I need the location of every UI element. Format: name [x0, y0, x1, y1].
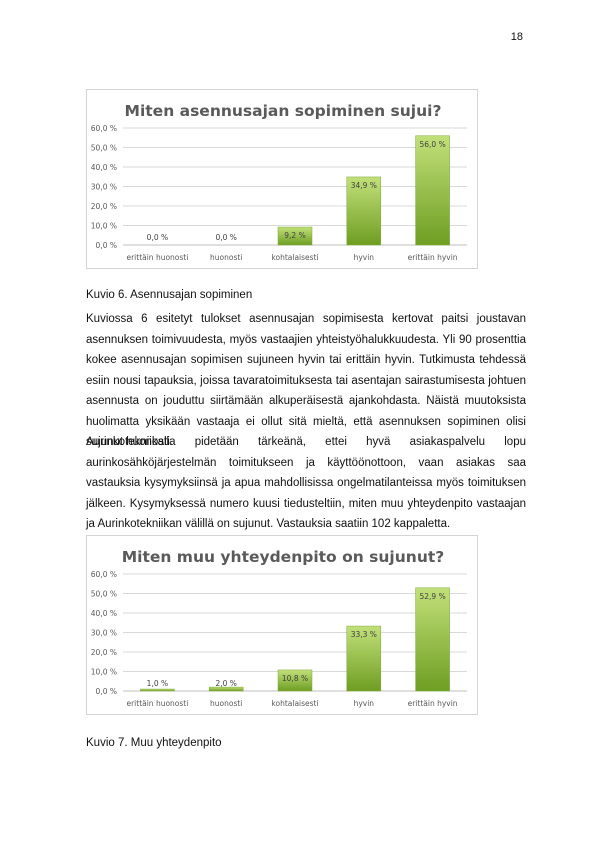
- y-tick-label: 40,0 %: [91, 609, 117, 618]
- y-tick-label: 0,0 %: [96, 687, 117, 696]
- y-tick-label: 10,0 %: [91, 222, 117, 231]
- y-tick-label: 30,0 %: [91, 629, 117, 638]
- y-tick-label: 20,0 %: [91, 202, 117, 211]
- x-tick-label: erittäin huonosti: [126, 253, 188, 262]
- data-label: 1,0 %: [147, 679, 168, 688]
- data-label: 33,3 %: [351, 630, 377, 639]
- data-label: 0,0 %: [215, 233, 236, 242]
- bar: [208, 686, 244, 692]
- data-label: 9,2 %: [284, 231, 305, 240]
- x-tick-label: erittäin huonosti: [126, 699, 188, 708]
- y-tick-label: 40,0 %: [91, 163, 117, 172]
- x-tick-label: huonosti: [210, 253, 242, 262]
- bar: [277, 226, 313, 246]
- bar: [346, 625, 382, 692]
- x-tick-label: huonosti: [210, 699, 242, 708]
- y-tick-label: 60,0 %: [91, 124, 117, 133]
- chart-title: Miten muu yhteydenpito on sujunut?: [122, 548, 445, 566]
- figure-caption: Kuvio 6. Asennusajan sopiminen: [86, 289, 253, 301]
- x-tick-label: hyvin: [354, 253, 375, 262]
- bar: [277, 669, 313, 692]
- body-paragraph: Aurinkotekniikalla pidetään tärkeänä, et…: [86, 436, 526, 530]
- x-tick-label: kohtalaisesti: [271, 253, 318, 262]
- data-label: 56,0 %: [419, 140, 445, 149]
- bar: [415, 135, 450, 246]
- y-tick-label: 20,0 %: [91, 648, 117, 657]
- x-tick-label: hyvin: [354, 699, 375, 708]
- bar: [346, 176, 382, 246]
- y-tick-label: 0,0 %: [96, 241, 117, 250]
- bar-chart-muu-yhteydenpito: Miten muu yhteydenpito on sujunut? 0,0 % 1…: [86, 535, 478, 715]
- y-tick-label: 60,0 %: [91, 570, 117, 579]
- body-paragraph: Kuviossa 6 esitetyt tulokset asennusajan…: [86, 313, 526, 448]
- data-label: 10,8 %: [282, 674, 308, 683]
- chart-svg: Miten muu yhteydenpito on sujunut? 0,0 % 1…: [91, 548, 467, 708]
- y-tick-label: 50,0 %: [91, 144, 117, 153]
- chart-svg: Miten asennusajan sopiminen sujui? 0,0 % 1…: [91, 102, 467, 262]
- x-tick-label: erittäin hyvin: [408, 699, 458, 708]
- y-tick-label: 50,0 %: [91, 590, 117, 599]
- bar: [415, 587, 450, 692]
- y-tick-label: 30,0 %: [91, 183, 117, 192]
- bar-chart-asennusajan-sopiminen: Miten asennusajan sopiminen sujui? 0,0 % 1…: [86, 89, 478, 269]
- bar: [140, 688, 175, 692]
- y-tick-label: 10,0 %: [91, 668, 117, 677]
- data-label: 2,0 %: [215, 679, 236, 688]
- data-label: 0,0 %: [147, 233, 168, 242]
- data-label: 34,9 %: [351, 181, 377, 190]
- x-tick-label: kohtalaisesti: [271, 699, 318, 708]
- chart-title: Miten asennusajan sopiminen sujui?: [125, 102, 442, 120]
- data-label: 52,9 %: [419, 592, 445, 601]
- x-tick-label: erittäin hyvin: [408, 253, 458, 262]
- page-number: 18: [510, 31, 523, 43]
- figure-caption: Kuvio 7. Muu yhteydenpito: [86, 737, 222, 749]
